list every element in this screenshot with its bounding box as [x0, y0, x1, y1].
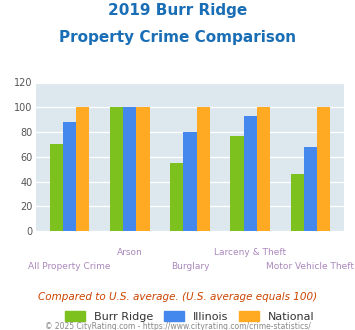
Bar	[183, 132, 197, 231]
Text: Compared to U.S. average. (U.S. average equals 100): Compared to U.S. average. (U.S. average …	[38, 292, 317, 302]
Bar	[76, 107, 89, 231]
Bar	[197, 107, 210, 231]
Bar	[50, 145, 63, 231]
Bar	[123, 107, 136, 231]
Text: Larceny & Theft: Larceny & Theft	[214, 248, 286, 257]
Text: Arson: Arson	[117, 248, 143, 257]
Bar	[170, 163, 183, 231]
Bar	[63, 122, 76, 231]
Bar	[257, 107, 270, 231]
Text: Property Crime Comparison: Property Crime Comparison	[59, 30, 296, 45]
Bar	[290, 174, 304, 231]
Bar	[110, 107, 123, 231]
Legend: Burr Ridge, Illinois, National: Burr Ridge, Illinois, National	[61, 308, 318, 325]
Text: © 2025 CityRating.com - https://www.cityrating.com/crime-statistics/: © 2025 CityRating.com - https://www.city…	[45, 322, 310, 330]
Bar	[304, 147, 317, 231]
Bar	[317, 107, 330, 231]
Text: 2019 Burr Ridge: 2019 Burr Ridge	[108, 3, 247, 18]
Text: Motor Vehicle Theft: Motor Vehicle Theft	[267, 262, 354, 271]
Bar	[230, 136, 244, 231]
Bar	[136, 107, 149, 231]
Bar	[244, 116, 257, 231]
Text: Burglary: Burglary	[171, 262, 209, 271]
Text: All Property Crime: All Property Crime	[28, 262, 111, 271]
